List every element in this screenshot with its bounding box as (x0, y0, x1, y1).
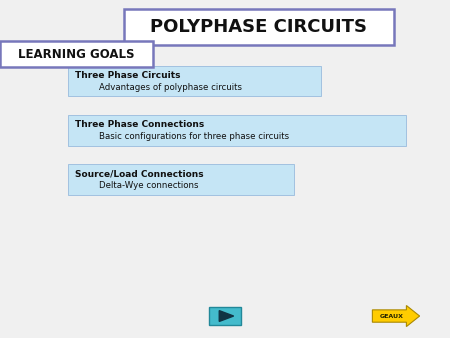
Text: Source/Load Connections: Source/Load Connections (75, 169, 204, 178)
Text: Three Phase Circuits: Three Phase Circuits (75, 71, 180, 80)
FancyBboxPatch shape (68, 164, 294, 195)
Text: LEARNING GOALS: LEARNING GOALS (18, 48, 135, 61)
FancyBboxPatch shape (68, 66, 321, 97)
FancyBboxPatch shape (0, 41, 153, 67)
Polygon shape (373, 306, 419, 327)
Text: Basic configurations for three phase circuits: Basic configurations for three phase cir… (99, 132, 289, 141)
Text: POLYPHASE CIRCUITS: POLYPHASE CIRCUITS (150, 18, 367, 36)
FancyBboxPatch shape (209, 307, 241, 325)
FancyBboxPatch shape (124, 9, 394, 45)
Text: GEAUX: GEAUX (379, 314, 404, 318)
Text: Three Phase Connections: Three Phase Connections (75, 120, 204, 129)
Text: Advantages of polyphase circuits: Advantages of polyphase circuits (99, 83, 242, 92)
Polygon shape (219, 311, 234, 321)
FancyBboxPatch shape (68, 115, 406, 145)
Text: Delta-Wye connections: Delta-Wye connections (99, 181, 198, 190)
